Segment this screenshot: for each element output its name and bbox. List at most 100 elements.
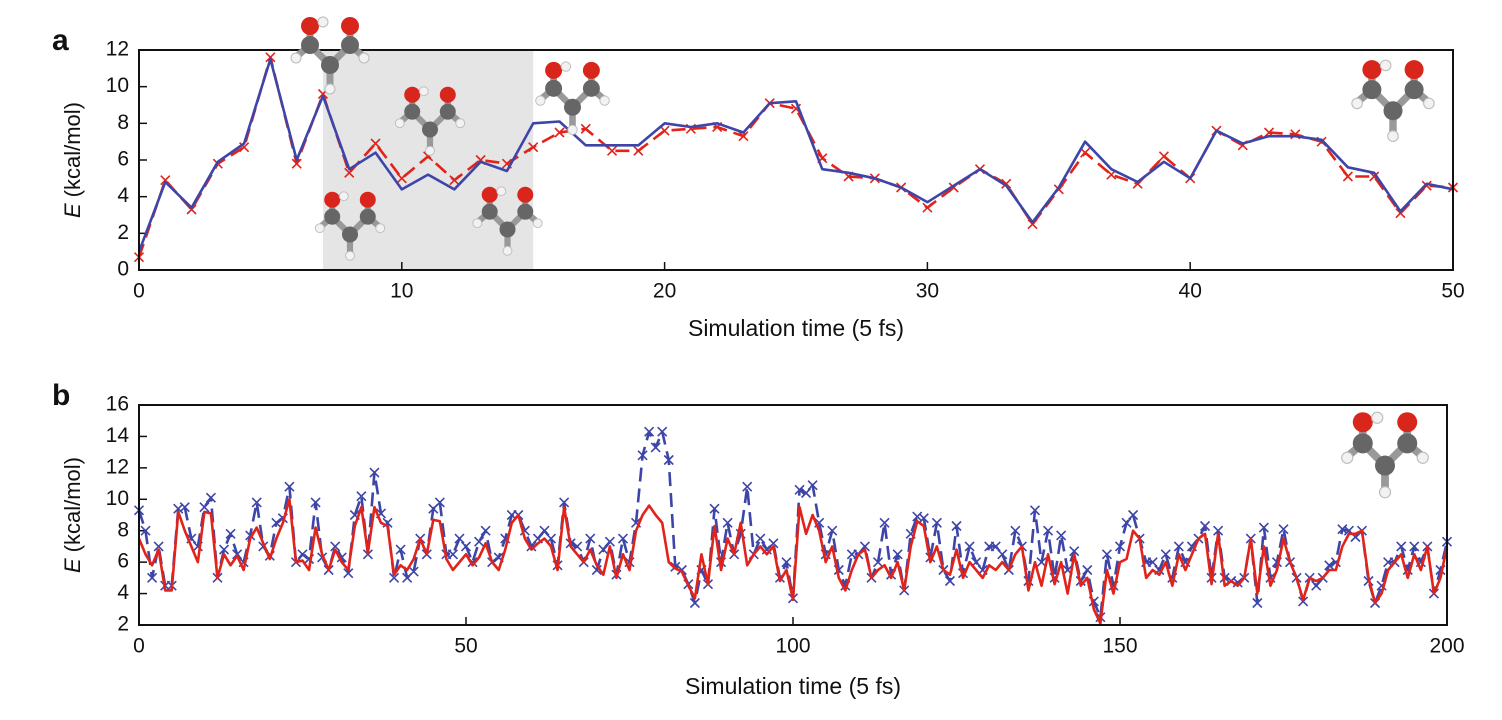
data-marker — [922, 202, 933, 213]
data-marker — [1128, 509, 1139, 521]
data-marker — [1311, 580, 1322, 591]
y-tick-label: 8 — [117, 111, 129, 134]
data-marker — [944, 575, 956, 587]
data-marker — [218, 544, 230, 555]
data-marker — [742, 481, 753, 492]
y-tick-label: 10 — [106, 74, 129, 97]
data-marker — [1213, 525, 1224, 536]
data-marker — [872, 557, 884, 568]
data-marker — [343, 568, 354, 579]
x-tick-label: 20 — [653, 280, 676, 303]
data-marker — [554, 127, 565, 138]
data-marker — [297, 549, 308, 560]
molecule-icon — [1352, 60, 1434, 141]
x-tick-label: 40 — [1179, 280, 1202, 303]
x-tick-label: 100 — [775, 635, 810, 658]
y-tick-label: 16 — [106, 393, 129, 416]
data-marker — [284, 481, 295, 492]
y-axis-symbol: E — [60, 203, 85, 218]
y-tick-label: 12 — [106, 455, 129, 478]
data-marker — [225, 528, 236, 539]
data-marker — [1232, 577, 1243, 588]
y-tick-label: 2 — [117, 613, 129, 636]
data-marker — [768, 538, 779, 549]
data-marker — [528, 142, 539, 153]
x-tick-label: 50 — [454, 635, 477, 658]
data-marker — [271, 517, 282, 528]
data-marker — [147, 572, 158, 583]
data-marker — [199, 502, 210, 513]
data-marker — [1147, 557, 1158, 568]
x-tick-label: 150 — [1102, 635, 1137, 658]
data-marker — [205, 492, 217, 503]
data-marker — [1027, 219, 1038, 230]
y-tick-label: 4 — [117, 184, 129, 207]
data-marker — [330, 541, 341, 552]
data-marker — [140, 525, 151, 536]
x-tick-label: 0 — [133, 280, 145, 303]
data-marker — [606, 145, 618, 156]
x-tick-label: 0 — [133, 635, 145, 658]
data-marker — [1199, 520, 1211, 532]
data-marker — [1056, 530, 1067, 541]
series-line — [137, 57, 1454, 253]
data-marker — [474, 536, 485, 547]
data-marker — [1252, 597, 1263, 609]
data-marker — [755, 533, 766, 544]
data-marker — [1298, 596, 1309, 607]
molecule-icon — [536, 62, 610, 135]
y-axis-symbol: E — [60, 558, 85, 573]
panel-label: a — [52, 24, 69, 57]
data-marker — [1173, 541, 1184, 552]
data-marker — [722, 517, 733, 528]
data-marker — [617, 533, 629, 544]
data-marker — [644, 426, 655, 437]
data-marker — [356, 491, 367, 502]
data-marker — [1396, 541, 1407, 552]
data-marker — [931, 517, 942, 528]
data-marker — [604, 536, 615, 547]
data-marker — [539, 525, 550, 536]
data-marker — [344, 167, 355, 178]
data-marker — [879, 517, 890, 528]
data-marker — [892, 549, 903, 560]
data-marker — [434, 497, 445, 508]
data-marker — [1342, 171, 1353, 182]
data-marker — [1001, 178, 1012, 189]
panel-label: b — [52, 379, 70, 412]
data-marker — [964, 541, 975, 552]
data-marker — [1409, 541, 1420, 552]
data-marker — [480, 525, 491, 536]
x-axis-label: Simulation time (5 fs) — [685, 673, 901, 699]
data-marker — [388, 572, 400, 583]
y-tick-label: 0 — [117, 258, 129, 281]
data-marker — [1160, 549, 1171, 560]
data-marker — [663, 454, 674, 466]
data-marker — [997, 549, 1008, 560]
y-tick-label: 6 — [117, 148, 129, 171]
y-tick-label: 8 — [117, 518, 129, 541]
data-marker — [369, 467, 380, 478]
molecule-icon — [1342, 412, 1429, 498]
data-marker — [859, 541, 871, 552]
data-marker — [591, 564, 602, 576]
data-marker — [1114, 541, 1126, 552]
y-tick-label: 4 — [117, 581, 129, 604]
data-marker — [232, 549, 243, 560]
data-marker — [1101, 549, 1112, 560]
data-marker — [559, 497, 570, 508]
data-marker — [1324, 560, 1335, 571]
y-tick-label: 2 — [117, 221, 129, 244]
data-marker — [689, 597, 700, 609]
x-tick-label: 50 — [1441, 280, 1464, 303]
data-marker — [657, 426, 668, 437]
plot-frame — [138, 49, 1454, 271]
highlight-region — [322, 50, 534, 270]
data-marker — [362, 549, 373, 560]
y-axis-label: E (kcal/mol) — [60, 102, 85, 218]
data-marker — [1010, 525, 1021, 536]
data-marker — [310, 497, 321, 508]
data-marker — [633, 145, 644, 156]
